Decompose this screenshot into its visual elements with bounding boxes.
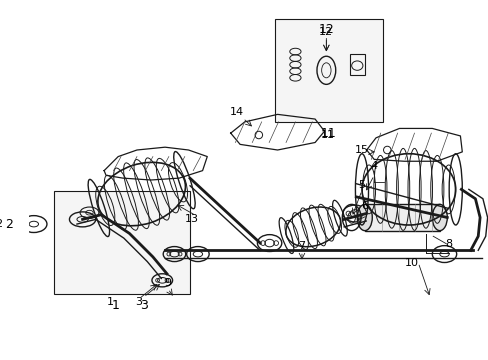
Text: 15: 15 bbox=[354, 145, 368, 155]
Bar bbox=[54, 191, 190, 294]
Text: 12: 12 bbox=[318, 23, 333, 36]
Text: 12: 12 bbox=[319, 27, 333, 37]
Text: 1: 1 bbox=[111, 299, 119, 312]
Bar bbox=[274, 19, 382, 122]
Text: 9: 9 bbox=[164, 278, 171, 288]
Text: 7: 7 bbox=[298, 240, 305, 251]
Text: 3: 3 bbox=[135, 297, 142, 307]
Text: 1: 1 bbox=[107, 297, 114, 307]
Text: 5: 5 bbox=[358, 180, 365, 190]
Text: 3: 3 bbox=[139, 299, 147, 312]
Text: 4: 4 bbox=[370, 161, 377, 171]
Text: 11: 11 bbox=[320, 127, 335, 140]
Text: 6: 6 bbox=[361, 201, 367, 211]
Ellipse shape bbox=[357, 204, 371, 231]
Ellipse shape bbox=[431, 204, 447, 231]
Text: 8: 8 bbox=[445, 239, 452, 249]
Text: 2: 2 bbox=[5, 217, 13, 230]
Text: 10: 10 bbox=[404, 257, 418, 267]
Bar bbox=[349, 54, 364, 75]
Text: 13: 13 bbox=[184, 214, 198, 224]
Text: 11: 11 bbox=[321, 130, 335, 140]
Text: 2: 2 bbox=[0, 219, 2, 229]
Text: 14: 14 bbox=[230, 108, 244, 117]
Bar bbox=[364, 204, 439, 231]
